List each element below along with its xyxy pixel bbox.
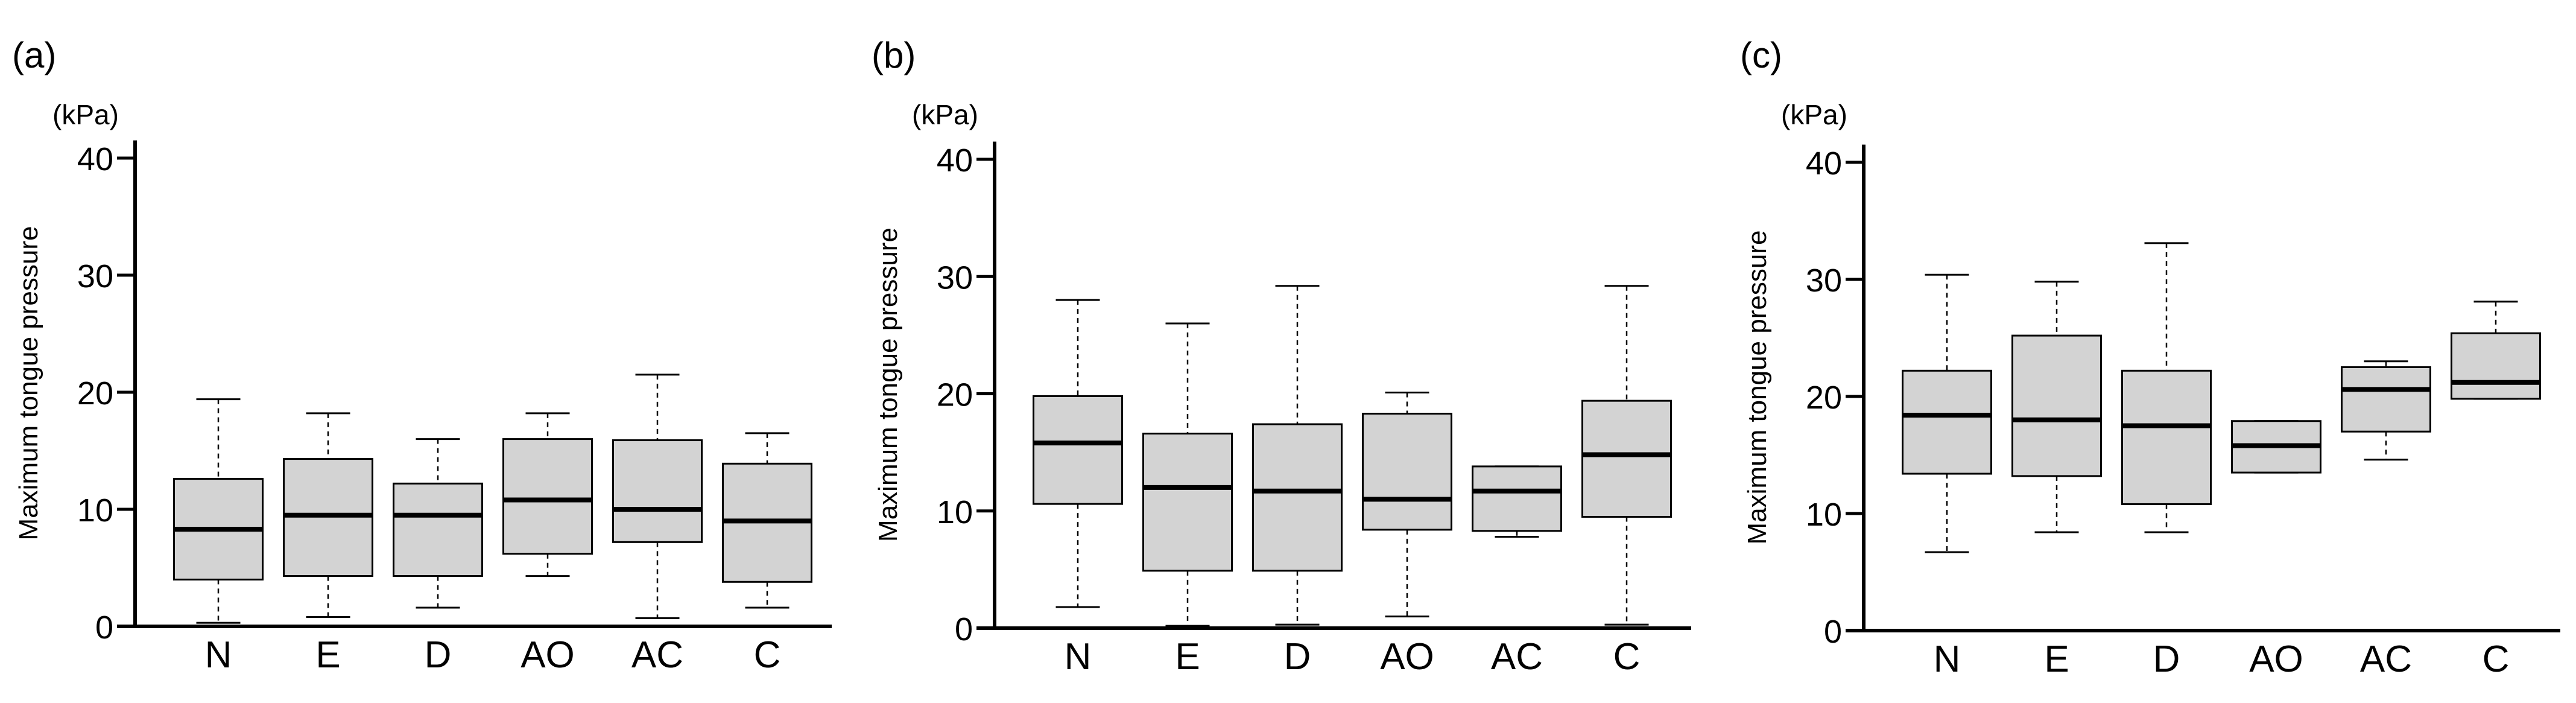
box-D <box>1252 285 1343 626</box>
chart-panel-a: (a) (kPa) Maximum tongue pressure 0 10 20 30 40… <box>12 35 832 676</box>
iqr-box <box>2121 369 2212 505</box>
x-tick-label: C <box>1613 636 1641 678</box>
y-tick-label: 40 <box>1806 145 1842 182</box>
iqr-box <box>1902 369 1992 475</box>
y-axis-label: Maximum tongue pressure <box>14 226 43 541</box>
box-E <box>1142 322 1233 627</box>
box-AO <box>1362 392 1452 618</box>
y-tick-label: 20 <box>77 375 113 412</box>
box-N <box>1902 273 1992 553</box>
box-C <box>2451 301 2541 400</box>
iqr-box <box>1362 413 1452 531</box>
iqr-box <box>502 438 593 555</box>
box-AC <box>612 374 703 619</box>
y-tick-label: 10 <box>937 494 973 530</box>
x-tick-label: N <box>1934 638 1961 680</box>
y-tick-label: 40 <box>937 142 973 179</box>
y-tick-label: 20 <box>937 377 973 413</box>
x-tick-label: AO <box>1380 636 1434 678</box>
panel-label: (c) <box>1740 35 1782 75</box>
x-tick-label: AO <box>521 634 575 676</box>
x-tick-label: AO <box>2249 638 2303 680</box>
iqr-box <box>2011 334 2102 477</box>
box-C <box>1581 285 1672 626</box>
panel-label: (b) <box>872 35 916 75</box>
x-tick-label: N <box>1065 636 1092 678</box>
box-AO <box>2231 420 2321 474</box>
iqr-box <box>1581 399 1672 518</box>
box-AC <box>1472 465 1562 538</box>
chart-panel-c: (c) (kPa) Maximum tongue pressure 0 10 20 30 40… <box>1740 35 2560 680</box>
x-tick-label: E <box>1175 636 1200 678</box>
y-tick-label: 30 <box>937 259 973 296</box>
x-tick-label: AC <box>631 634 683 676</box>
iqr-box <box>1252 423 1343 572</box>
y-tick-label: 30 <box>1806 262 1842 299</box>
x-tick-label: D <box>2153 638 2180 680</box>
y-tick-label: 0 <box>95 609 113 646</box>
x-tick-label: AC <box>1491 636 1543 678</box>
iqr-box <box>2451 332 2541 400</box>
box-D <box>2121 242 2212 533</box>
iqr-box <box>612 439 703 543</box>
y-axis-label: Maximum tongue pressure <box>873 227 903 542</box>
y-tick-label: 0 <box>955 611 973 647</box>
iqr-box <box>393 482 483 577</box>
x-tick-label: D <box>425 634 452 676</box>
y-axis-label: Maximum tongue pressure <box>1742 231 1772 545</box>
chart-panel-b: (b) (kPa) Maximum tongue pressure 0 10 20 30 40… <box>872 35 1691 678</box>
x-tick-label: E <box>2044 638 2069 680</box>
box-N <box>1033 299 1123 608</box>
box-AC <box>2341 360 2431 461</box>
x-tick-label: C <box>2483 638 2510 680</box>
box-AO <box>502 412 593 577</box>
box-N <box>173 398 264 624</box>
x-tick-label: AC <box>2360 638 2412 680</box>
iqr-box <box>1472 465 1562 532</box>
box-C <box>722 432 812 609</box>
y-tick-label: 0 <box>1824 614 1842 650</box>
x-tick-label: C <box>754 634 781 676</box>
box-E <box>2011 281 2102 533</box>
unit-label: (kPa) <box>52 99 119 130</box>
y-tick-label: 40 <box>77 141 113 177</box>
unit-label: (kPa) <box>912 99 978 130</box>
y-tick-label: 20 <box>1806 380 1842 416</box>
x-tick-label: D <box>1284 636 1311 678</box>
iqr-box <box>1142 433 1233 572</box>
iqr-box <box>1033 395 1123 505</box>
box-E <box>283 412 373 618</box>
x-tick-label: N <box>205 634 232 676</box>
unit-label: (kPa) <box>1781 99 1847 130</box>
y-tick-label: 10 <box>77 492 113 529</box>
x-tick-label: E <box>315 634 340 676</box>
panel-label: (a) <box>12 35 56 75</box>
iqr-box <box>2341 366 2431 433</box>
y-tick-label: 30 <box>77 258 113 294</box>
y-tick-label: 10 <box>1806 497 1842 533</box>
box-D <box>393 438 483 609</box>
